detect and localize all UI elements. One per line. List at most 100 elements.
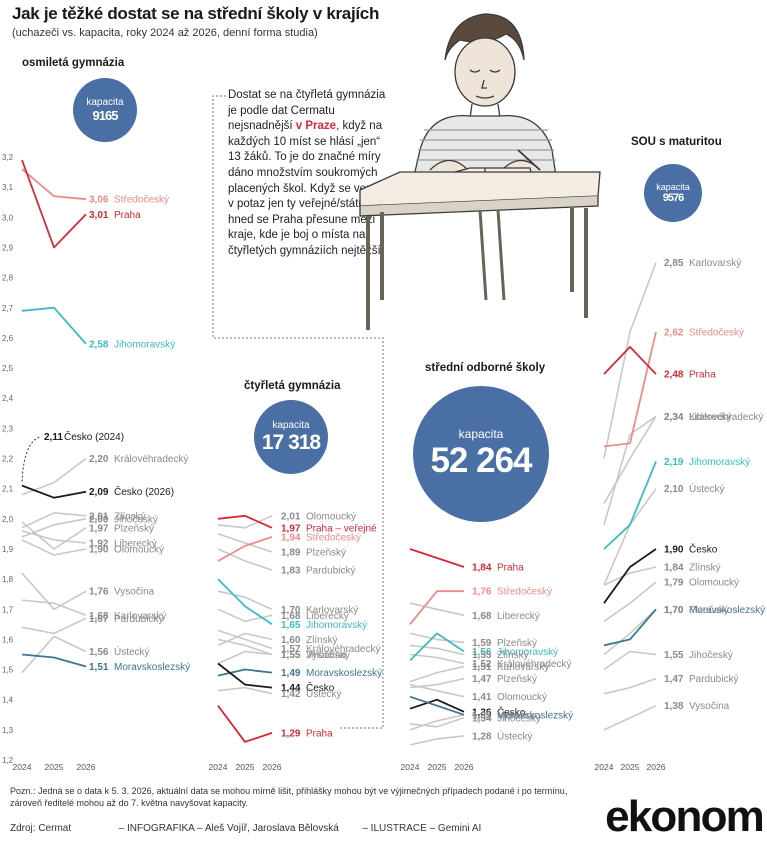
series-line — [217, 650, 273, 665]
series-name-label: Jihomoravský — [497, 647, 558, 658]
series-line — [21, 539, 87, 556]
page-title: Jak je těžké dostat se na střední školy … — [12, 4, 380, 23]
note-text: Dostat se na čtyřletá gymnázia je podle … — [228, 89, 386, 133]
value-label: 1,38 — [664, 701, 684, 712]
series-name-label: Česko — [689, 542, 718, 555]
series-name-label: Liberecký — [306, 611, 349, 622]
series-line — [21, 653, 87, 668]
x-tick-label: 2026 — [77, 762, 96, 772]
series-name-label: Jihočeský — [306, 650, 350, 661]
value-label: 1,90 — [664, 544, 684, 555]
series-name-label: Karlovarský — [114, 611, 166, 622]
series-name-label: Plzeňský — [689, 605, 729, 616]
series-line — [409, 632, 465, 644]
note-text-2: , když na každých 10 míst se hlásí „jen“… — [228, 120, 395, 257]
series-name-label: Moravskoslezský — [306, 668, 382, 679]
series-line — [21, 484, 87, 499]
series-name-label: Moravskoslezský — [497, 710, 573, 721]
series-line — [409, 665, 465, 683]
series-line — [409, 695, 465, 716]
value-label: 1,56 — [472, 647, 492, 658]
series-line — [217, 548, 273, 571]
value-label: 1,55 — [281, 650, 301, 661]
series-line — [217, 578, 273, 626]
note-connector — [212, 95, 384, 729]
value-label: 1,51 — [472, 662, 492, 673]
y-tick-label: 1,4 — [2, 696, 14, 705]
value-label: 2,48 — [664, 370, 684, 381]
value-label: 3,01 — [89, 210, 109, 221]
value-label: 2,10 — [664, 484, 684, 495]
series-name-label: Zlínský — [306, 635, 338, 646]
value-label: 3,06 — [89, 195, 109, 206]
series-name-label: Karlovarský — [689, 258, 741, 269]
value-label: 2,58 — [89, 339, 109, 350]
value-label: 1,36 — [472, 707, 492, 718]
series-name-label: Olomoucký — [114, 544, 164, 555]
series-name-label: Praha — [689, 370, 716, 381]
series-name-label: Královéhradecký — [497, 659, 571, 670]
series-name-label: Moravskoslezský — [689, 605, 765, 616]
series-name-label: Plzeňský — [114, 523, 154, 534]
series-name-label: Jihočeský — [497, 713, 541, 724]
series-line — [217, 686, 273, 695]
y-tick-label: 1,5 — [2, 666, 14, 675]
credits: Zdroj: Cermat – INFOGRAFIKA – Aleš Vojíř… — [10, 823, 481, 834]
series-name-label: Středočeský — [689, 327, 744, 338]
value-label: 1,68 — [281, 611, 301, 622]
capacity-bubble-osmileta: kapacita 9165 — [73, 78, 137, 142]
annotation-text: Česko (2024) — [64, 430, 124, 443]
series-name-label: Pardubický — [306, 566, 355, 577]
student-illustration — [359, 13, 601, 330]
series-line — [603, 650, 657, 671]
series-name-label: Praha — [114, 210, 141, 221]
series-line — [217, 629, 273, 650]
y-tick-label: 2,7 — [2, 304, 14, 313]
x-tick-label: 2025 — [45, 762, 64, 772]
capacity-value: 52 264 — [430, 441, 532, 480]
series-line — [603, 461, 657, 550]
x-tick-label: 2025 — [621, 762, 640, 772]
series-name-label: Olomoucký — [306, 511, 356, 522]
value-label: 1,70 — [664, 605, 684, 616]
capacity-label: kapacita — [458, 427, 504, 441]
series-line — [21, 518, 87, 538]
series-name-label: Královéhradecký — [306, 644, 380, 655]
series-name-label: Zlínský — [689, 563, 721, 574]
series-line — [409, 653, 465, 665]
series-name-label: Jihočeský — [689, 650, 733, 661]
y-tick-label: 2,5 — [2, 364, 14, 373]
series-name-label: Jihomoravský — [114, 339, 175, 350]
series-name-label: Zlínský — [497, 650, 529, 661]
series-name-label: Moravskoslezský — [114, 662, 190, 673]
series-name-label: Vysočina — [114, 587, 155, 598]
series-line — [21, 306, 87, 345]
series-line — [409, 644, 465, 656]
series-line — [217, 536, 273, 562]
value-label: 1,42 — [281, 689, 301, 700]
capacity-value: 9165 — [92, 108, 119, 123]
value-label: 1,79 — [664, 578, 684, 589]
series-line — [603, 704, 657, 731]
value-label: 2,34 — [664, 412, 684, 423]
value-label: 2,85 — [664, 258, 684, 269]
x-tick-label: 2026 — [263, 762, 282, 772]
y-tick-label: 2,0 — [2, 515, 14, 524]
value-label: 1,49 — [281, 668, 301, 679]
series-line — [217, 533, 273, 553]
value-label: 1,52 — [472, 659, 492, 670]
credit-source: Zdroj: Cermat — [10, 823, 72, 834]
value-label: 1,92 — [89, 538, 109, 549]
annotation-connector — [21, 436, 41, 482]
value-label: 1,47 — [664, 674, 684, 685]
series-line — [217, 638, 273, 656]
capacity-bubble-ctyrleta: kapacita 17 318 — [254, 400, 328, 474]
credit-infographic: – INFOGRAFIKA – Aleš Vojíř, Jaroslava Bě… — [118, 823, 339, 834]
value-label: 1,68 — [472, 611, 492, 622]
y-tick-label: 1,2 — [2, 756, 14, 765]
y-tick-label: 2,1 — [2, 485, 14, 494]
series-line — [409, 683, 465, 698]
series-name-label: Karlovarský — [306, 605, 358, 616]
x-tick-label: 2024 — [13, 762, 32, 772]
